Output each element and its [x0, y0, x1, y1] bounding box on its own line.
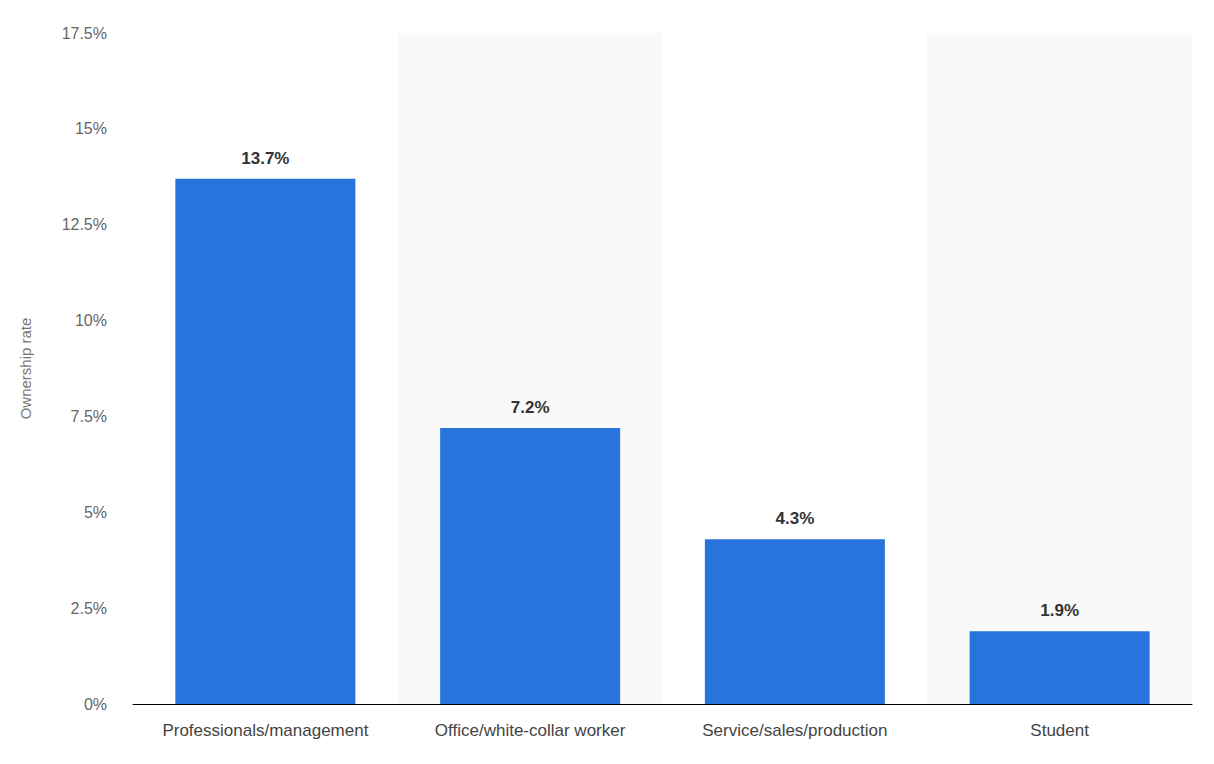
svg-text:10%: 10% [75, 312, 107, 329]
svg-text:Student: Student [1030, 721, 1089, 740]
svg-text:12.5%: 12.5% [62, 216, 107, 233]
svg-text:0%: 0% [84, 696, 107, 713]
svg-text:2.5%: 2.5% [71, 600, 107, 617]
svg-text:Office/white-collar worker: Office/white-collar worker [435, 721, 626, 740]
svg-text:15%: 15% [75, 120, 107, 137]
svg-text:Professionals/management: Professionals/management [162, 721, 368, 740]
svg-text:Ownership rate: Ownership rate [17, 318, 34, 420]
svg-text:4.3%: 4.3% [776, 509, 815, 528]
svg-text:7.2%: 7.2% [511, 398, 550, 417]
svg-text:1.9%: 1.9% [1040, 601, 1079, 620]
svg-text:17.5%: 17.5% [62, 25, 107, 42]
svg-text:5%: 5% [84, 504, 107, 521]
svg-text:Service/sales/production: Service/sales/production [702, 721, 887, 740]
svg-text:7.5%: 7.5% [71, 408, 107, 425]
svg-text:13.7%: 13.7% [241, 149, 289, 168]
